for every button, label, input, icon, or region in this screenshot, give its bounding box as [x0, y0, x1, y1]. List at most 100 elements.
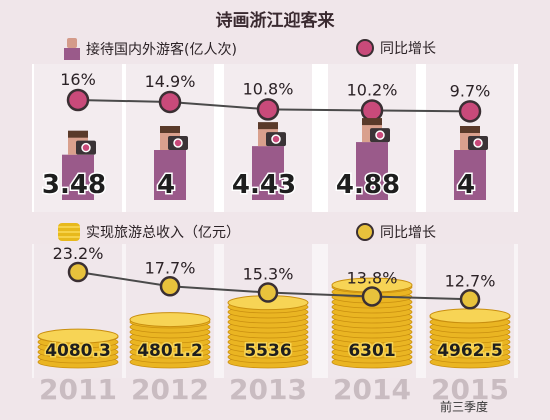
- column-stripe-top: [328, 64, 416, 212]
- revenue-value-label: 4962.5: [437, 341, 503, 361]
- revenue-value-label: 6301: [348, 341, 395, 361]
- coin-layer: [429, 310, 511, 324]
- legend-revenue: 实现旅游总收入（亿元）: [58, 222, 240, 242]
- coin-layer: [429, 330, 511, 344]
- coin-layer: [227, 355, 309, 369]
- coin-layer: [227, 300, 309, 314]
- coin-layer: [429, 350, 511, 364]
- legend-tourist-growth-label: 同比增长: [380, 41, 436, 57]
- coin-layer: [331, 320, 413, 334]
- coin-layer: [227, 350, 309, 364]
- coin-layer: [37, 340, 119, 354]
- tourist-body: [252, 146, 284, 200]
- coin-layer: [331, 335, 413, 349]
- coin-layer: [227, 315, 309, 329]
- coin-layer: [331, 295, 413, 309]
- coin-layer: [129, 355, 211, 369]
- tourist-value-label: 4: [157, 170, 175, 200]
- footnote: 前三季度: [440, 400, 489, 414]
- year-label: 2012: [131, 373, 209, 406]
- gold-dot-icon: [356, 223, 374, 241]
- year-label: 2013: [229, 373, 307, 406]
- legend-revenue-growth: 同比增长: [356, 222, 436, 242]
- column-stripe-top: [426, 64, 514, 212]
- tourist-icon: [64, 38, 80, 60]
- revenue-growth-point: [257, 282, 279, 303]
- tourist-value-label: 3.48: [42, 170, 106, 200]
- camera-icon: [76, 140, 96, 155]
- coin-layer: [37, 335, 119, 349]
- coin-layer: [37, 330, 119, 344]
- coin-layer: [429, 320, 511, 334]
- tourist-head: [258, 124, 278, 147]
- coin-layer: [331, 340, 413, 354]
- revenue-growth-label: 12.7%: [445, 271, 496, 290]
- tourist-growth-point: [66, 88, 90, 112]
- coin-layer: [429, 315, 511, 329]
- tourist-body: [62, 154, 94, 200]
- coin-layer: [227, 310, 309, 324]
- tourist-growth-label: 16%: [60, 70, 96, 89]
- camera-lens: [173, 138, 183, 148]
- camera-lens: [81, 142, 91, 153]
- tourist-growth-label: 10.8%: [243, 79, 294, 98]
- coin-layer: [227, 325, 309, 339]
- coin-layer: [331, 350, 413, 364]
- tourist-growth-point: [458, 100, 482, 123]
- camera-lens: [375, 130, 385, 140]
- coin-layer: [129, 350, 211, 364]
- camera-lens: [473, 138, 483, 148]
- revenue-value-label: 5536: [244, 341, 291, 361]
- chart-title: 诗画浙江迎客来: [215, 11, 335, 31]
- tourist-growth-point: [158, 90, 182, 114]
- legend-tourists-label: 接待国内外游客(亿人次): [86, 42, 237, 58]
- revenue-growth-label: 13.8%: [347, 268, 398, 287]
- tourist-body: [356, 142, 388, 200]
- coin-layer: [331, 290, 413, 304]
- coin-layer: [429, 340, 511, 354]
- coin-layer: [37, 350, 119, 364]
- column-stripe-bottom: [34, 244, 122, 378]
- coin-layer: [129, 330, 211, 344]
- column-stripe-bottom: [426, 244, 514, 378]
- camera-icon: [168, 136, 188, 150]
- tourist-growth-point: [256, 98, 280, 121]
- coin-layer: [129, 320, 211, 334]
- coin-top: [331, 277, 413, 293]
- legend-tourist-growth: 同比增长: [356, 38, 436, 58]
- tourist-body: [154, 150, 186, 200]
- tourist-growth-point: [360, 99, 384, 122]
- revenue-growth-label: 23.2%: [53, 244, 104, 263]
- revenue-growth-point: [67, 261, 89, 283]
- bottom-panel: [32, 244, 518, 378]
- coin-layer: [227, 335, 309, 349]
- coin-layer: [37, 355, 119, 369]
- revenue-growth-label: 15.3%: [243, 265, 294, 284]
- coin-layer: [129, 340, 211, 354]
- tourist-head: [362, 120, 382, 143]
- column-stripe-top: [34, 64, 122, 212]
- tourist-growth-label: 10.2%: [347, 80, 398, 99]
- camera-lens: [271, 134, 281, 144]
- coin-layer: [227, 340, 309, 354]
- revenue-growth-point: [361, 286, 383, 307]
- coin-layer: [331, 315, 413, 329]
- coin-layer: [129, 325, 211, 339]
- coin-layer: [331, 325, 413, 339]
- coin-layer: [331, 280, 413, 294]
- year-label: 2011: [39, 373, 117, 406]
- revenue-value-label: 4801.2: [137, 341, 203, 361]
- tourist-growth-label: 9.7%: [450, 81, 491, 100]
- column-stripe-bottom: [224, 244, 312, 378]
- coin-layer: [227, 320, 309, 334]
- revenue-growth-label: 17.7%: [145, 258, 196, 277]
- column-stripe-top: [224, 64, 312, 212]
- column-stripe-top: [126, 64, 214, 212]
- coin-layer: [129, 345, 211, 359]
- coin-layer: [227, 305, 309, 319]
- coin-layer: [429, 345, 511, 359]
- pink-dot-icon: [356, 39, 374, 57]
- coin-layer: [331, 300, 413, 314]
